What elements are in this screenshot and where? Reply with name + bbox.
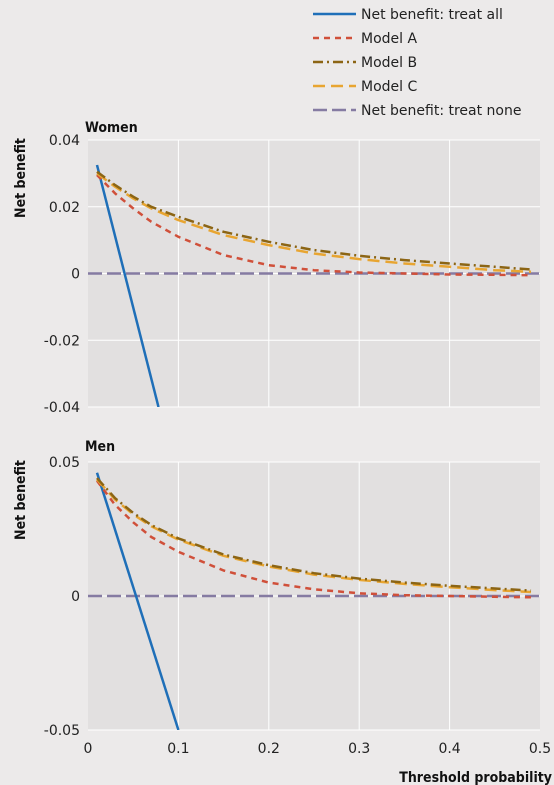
panel-women: 0.04 0.02 0 -0.02 -0.04 Women Net benefit (13, 120, 540, 416)
legend-label: Model C (361, 79, 417, 95)
panel-title: Women (85, 120, 138, 136)
x-tick-label: 0 (84, 741, 93, 757)
legend-label: Net benefit: treat none (361, 103, 521, 119)
legend-label: Net benefit: treat all (361, 7, 503, 23)
legend-item-net-benefit-treat-all: Net benefit: treat all (313, 7, 503, 23)
series-model-a (96, 480, 532, 599)
series-net-benefit-treat-all (95, 164, 160, 407)
legend-item-model-b: Model B (313, 55, 417, 71)
x-tick-label: 0.2 (258, 741, 280, 757)
series-net-benefit-treat-all (95, 472, 180, 730)
y-tick-label: -0.02 (44, 333, 80, 349)
y-axis-label: Net benefit (13, 138, 29, 218)
series-model-c (96, 478, 532, 594)
legend-label: Model A (361, 31, 417, 47)
x-tick-label: 0.1 (167, 741, 189, 757)
series-group (88, 472, 540, 730)
y-tick-label: 0.05 (49, 455, 80, 471)
y-tick-label: -0.04 (44, 400, 80, 416)
y-tick-label: 0.02 (49, 200, 80, 216)
series-model-a (96, 174, 532, 277)
y-axis-label: Net benefit (13, 460, 29, 540)
legend-item-net-benefit-treat-none: Net benefit: treat none (313, 103, 521, 119)
y-tick-label: 0 (71, 589, 80, 605)
legend: Net benefit: treat all Model A Model B Mode… (313, 7, 521, 119)
panel-title: Men (85, 439, 115, 455)
legend-item-model-c: Model C (313, 79, 417, 95)
legend-label: Model B (361, 55, 417, 71)
series-group (88, 164, 540, 407)
y-tick-label: -0.05 (44, 723, 80, 739)
legend-item-model-a: Model A (313, 31, 417, 47)
x-axis-label: Threshold probability (399, 770, 552, 785)
y-tick-label: 0 (71, 267, 80, 283)
x-tick-label: 0.5 (529, 741, 551, 757)
x-tick-label: 0.3 (348, 741, 370, 757)
series-model-c (96, 172, 532, 274)
x-tick-label: 0.4 (438, 741, 460, 757)
y-tick-label: 0.04 (49, 133, 80, 149)
series-model-b (96, 170, 532, 271)
